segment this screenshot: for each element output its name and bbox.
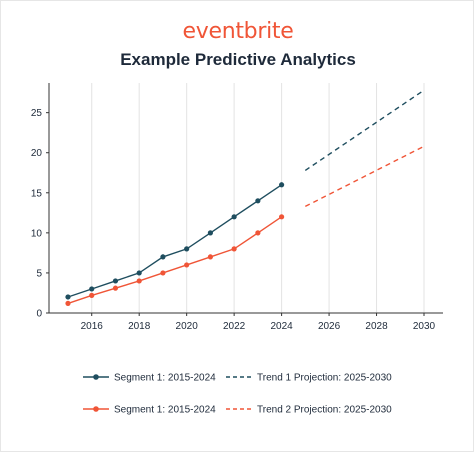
y-tick-label: 10 <box>31 228 43 239</box>
data-point-series-2 <box>112 285 119 291</box>
data-point-series-1 <box>255 198 261 204</box>
data-point-series-1 <box>231 214 237 220</box>
x-tick-label: 2016 <box>81 321 104 332</box>
legend-label: Segment 1: 2015-2024 <box>114 373 216 384</box>
legend-label: Segment 1: 2015-2024 <box>114 405 216 416</box>
legend-swatch-marker <box>93 374 99 380</box>
data-point-series-2 <box>89 292 95 298</box>
data-point-series-2 <box>255 230 261 236</box>
series-line-4 <box>304 145 425 208</box>
y-tick-label: 25 <box>31 108 43 119</box>
legend-swatch-marker <box>93 406 99 412</box>
data-point-series-2 <box>207 254 213 260</box>
legend-label: Trend 2 Projection: 2025-2030 <box>257 405 392 416</box>
x-tick-label: 2030 <box>413 321 436 332</box>
x-tick-label: 2020 <box>176 321 199 332</box>
data-point-series-2 <box>136 278 142 284</box>
y-tick-label: 20 <box>31 148 43 159</box>
y-tick-label: 5 <box>36 268 42 279</box>
series-line-3 <box>304 89 425 171</box>
series-line-2 <box>67 216 282 305</box>
y-tick-label: 15 <box>31 188 43 199</box>
series-line-1 <box>67 184 282 298</box>
data-point-series-2 <box>184 262 190 268</box>
data-point-series-2 <box>160 270 166 276</box>
data-point-series-1 <box>112 278 119 284</box>
brand-logo: eventbrite <box>182 19 294 44</box>
data-point-series-1 <box>279 182 285 188</box>
x-tick-label: 2018 <box>128 321 151 332</box>
x-tick-label: 2026 <box>318 321 341 332</box>
x-tick-label: 2022 <box>223 321 246 332</box>
legend-label: Trend 1 Projection: 2025-2030 <box>257 373 392 384</box>
y-tick-label: 0 <box>36 309 42 320</box>
data-point-series-1 <box>136 270 142 276</box>
data-point-series-2 <box>231 246 237 252</box>
data-point-series-1 <box>160 254 166 260</box>
data-point-series-2 <box>279 214 285 220</box>
x-tick-label: 2024 <box>270 321 293 332</box>
chart-title: Example Predictive Analytics <box>120 50 356 69</box>
data-point-series-1 <box>207 230 213 236</box>
data-point-series-1 <box>89 286 95 292</box>
data-point-series-2 <box>65 300 71 306</box>
data-point-series-1 <box>184 246 190 252</box>
data-point-series-1 <box>65 294 71 300</box>
x-tick-label: 2028 <box>365 321 388 332</box>
